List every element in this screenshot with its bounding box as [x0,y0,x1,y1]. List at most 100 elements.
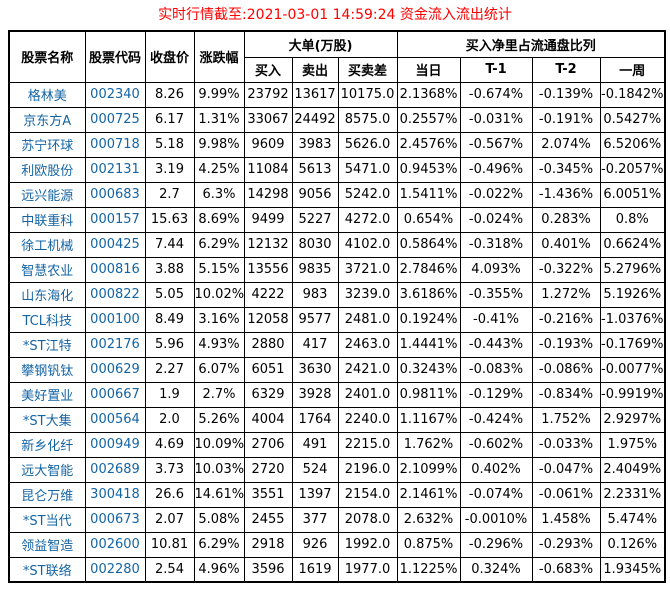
buy-cell: 12058 [243,306,293,333]
t-minus-2-ratio-cell: -0.061% [531,481,601,508]
stock-name-cell: 中联重科 [8,206,86,233]
stock-name-cell: TCL科技 [8,306,86,333]
buy-sell-diff-cell: 2401.0 [337,381,398,408]
table-row[interactable]: 利欧股份 002131 3.19 4.25% 11084 5613 5471.0 0.9453… [8,156,666,183]
stock-code-cell: 300418 [84,481,146,508]
buy-cell: 14298 [243,181,293,208]
stock-code-cell: 000949 [84,431,146,458]
buy-cell: 4222 [243,281,293,308]
table-row[interactable]: 美好置业 000667 1.9 2.7% 6329 3928 2401.0 0.9811% -0… [8,381,666,408]
t-minus-1-ratio-cell: -0.41% [459,306,533,333]
table-row[interactable]: 山东海化 000822 5.05 10.02% 4222 983 3239.0 3.6186%… [8,281,666,308]
table-row[interactable]: *ST江特 002176 5.96 4.93% 2880 417 2463.0 1.4441%… [8,331,666,358]
col-header-week: 一周 [599,56,666,83]
t-minus-1-ratio-cell: -0.031% [459,106,533,133]
table-row[interactable]: *ST当代 000673 2.07 5.08% 2455 377 2078.0 2.632% -… [8,506,666,533]
week-ratio-cell: 0.8% [599,206,666,233]
t-minus-2-ratio-cell: -0.345% [531,156,601,183]
stock-code-cell: 000725 [84,106,146,133]
t-minus-2-ratio-cell: -0.139% [531,81,601,108]
table-row[interactable]: *ST大集 000564 2.0 5.26% 4004 1764 2240.0 1.1167%… [8,406,666,433]
sell-cell: 491 [291,431,339,458]
close-price-cell: 5.18 [144,131,195,158]
sell-cell: 1619 [291,556,339,583]
t-minus-2-ratio-cell: -0.193% [531,331,601,358]
today-ratio-cell: 0.875% [396,531,461,558]
table-row[interactable]: 领益智造 002600 10.81 6.29% 2918 926 1992.0 0.875% -… [8,531,666,558]
today-ratio-cell: 2.632% [396,506,461,533]
table-row[interactable]: 京东方A 000725 6.17 1.31% 33067 24492 8575.0 0.255… [8,106,666,133]
table-row[interactable]: TCL科技 000100 8.49 3.16% 12058 9577 2481.0 0.192… [8,306,666,333]
table-row[interactable]: 苏宁环球 000718 5.18 9.98% 9609 3983 5626.0 2.4576%… [8,131,666,158]
today-ratio-cell: 2.1099% [396,456,461,483]
buy-cell: 6329 [243,381,293,408]
close-price-cell: 5.05 [144,281,195,308]
today-ratio-cell: 0.1924% [396,306,461,333]
today-ratio-cell: 0.9811% [396,381,461,408]
sell-cell: 377 [291,506,339,533]
table-row[interactable]: *ST联络 002280 2.54 4.96% 3596 1619 1977.0 1.1225… [8,556,666,583]
close-price-cell: 3.73 [144,456,195,483]
today-ratio-cell: 1.1225% [396,556,461,583]
t-minus-1-ratio-cell: -0.024% [459,206,533,233]
buy-sell-diff-cell: 1992.0 [337,531,398,558]
close-price-cell: 5.96 [144,331,195,358]
change-pct-cell: 6.29% [193,231,245,258]
table-row[interactable]: 智慧农业 000816 3.88 5.15% 13556 9835 3721.0 2.7846… [8,256,666,283]
today-ratio-cell: 0.654% [396,206,461,233]
week-ratio-cell: 5.474% [599,506,666,533]
page-title: 实时行情截至:2021-03-01 14:59:24 资金流入流出统计 [158,7,512,23]
t-minus-1-ratio-cell: 4.093% [459,256,533,283]
close-price-cell: 8.26 [144,81,195,108]
col-header-close-price: 收盘价 [144,30,195,83]
change-pct-cell: 2.7% [193,381,245,408]
t-minus-2-ratio-cell: 0.401% [531,231,601,258]
today-ratio-cell: 2.4576% [396,131,461,158]
table-row[interactable]: 中联重科 000157 15.63 8.69% 9499 5227 4272.0 0.654%… [8,206,666,233]
table-row[interactable]: 新乡化纤 000949 4.69 10.09% 2706 491 2215.0 1.762% -… [8,431,666,458]
stock-name-cell: 远兴能源 [8,181,86,208]
t-minus-2-ratio-cell: 2.074% [531,131,601,158]
t-minus-1-ratio-cell: -0.567% [459,131,533,158]
week-ratio-cell: 0.6624% [599,231,666,258]
buy-cell: 3596 [243,556,293,583]
stock-code-cell: 002689 [84,456,146,483]
stock-name-cell: 山东海化 [8,281,86,308]
today-ratio-cell: 3.6186% [396,281,461,308]
buy-sell-diff-cell: 2078.0 [337,506,398,533]
col-header-t-minus-1: T-1 [459,56,533,83]
buy-cell: 11084 [243,156,293,183]
close-price-cell: 3.19 [144,156,195,183]
stock-code-cell: 000564 [84,406,146,433]
col-header-t-minus-2: T-2 [531,56,601,83]
stock-name-cell: *ST当代 [8,506,86,533]
table-row[interactable]: 徐工机械 000425 7.44 6.29% 12132 8030 4102.0 0.5864… [8,231,666,258]
sell-cell: 9577 [291,306,339,333]
stock-name-cell: 利欧股份 [8,156,86,183]
table-row[interactable]: 攀钢钒钛 000629 2.27 6.07% 6051 3630 2421.0 0.3243%… [8,356,666,383]
change-pct-cell: 9.98% [193,131,245,158]
today-ratio-cell: 1.4441% [396,331,461,358]
table-row[interactable]: 远大智能 002689 3.73 10.03% 2720 524 2196.0 2.1099%… [8,456,666,483]
stock-name-cell: *ST江特 [8,331,86,358]
buy-sell-diff-cell: 4272.0 [337,206,398,233]
sell-cell: 417 [291,331,339,358]
close-price-cell: 7.44 [144,231,195,258]
change-pct-cell: 8.69% [193,206,245,233]
stock-code-cell: 000718 [84,131,146,158]
change-pct-cell: 10.09% [193,431,245,458]
t-minus-2-ratio-cell: -0.191% [531,106,601,133]
close-price-cell: 26.6 [144,481,195,508]
t-minus-1-ratio-cell: -0.674% [459,81,533,108]
table-row[interactable]: 格林美 002340 8.26 9.99% 23792 13617 10175.0 2.136… [8,81,666,108]
close-price-cell: 2.07 [144,506,195,533]
buy-sell-diff-cell: 10175.0 [337,81,398,108]
stock-code-cell: 000667 [84,381,146,408]
buy-cell: 2918 [243,531,293,558]
table-row[interactable]: 昆仑万维 300418 26.6 14.61% 3551 1397 2154.0 2.1461… [8,481,666,508]
stock-name-cell: 京东方A [8,106,86,133]
t-minus-1-ratio-cell: -0.602% [459,431,533,458]
table-row[interactable]: 远兴能源 000683 2.7 6.3% 14298 9056 5242.0 1.5411% -… [8,181,666,208]
sell-cell: 983 [291,281,339,308]
change-pct-cell: 6.07% [193,356,245,383]
